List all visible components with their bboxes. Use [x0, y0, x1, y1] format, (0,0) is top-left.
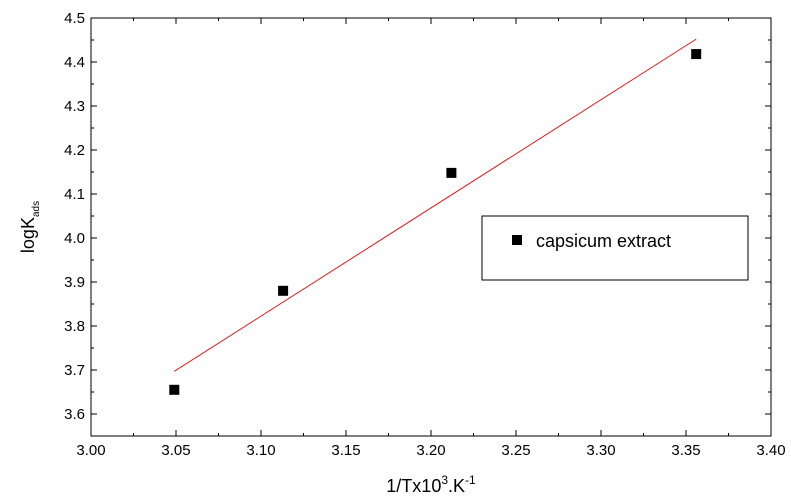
x-tick-label: 3.25 [501, 442, 530, 459]
y-tick-label: 4.4 [64, 54, 85, 71]
x-axis-title: 1/Tx103.K-1 [386, 473, 476, 496]
x-axis-ticks: 3.00 3.05 3.10 3.15 3.20 3.25 3.30 3.35 3.40 [76, 18, 786, 459]
y-axis-ticks: 3.6 3.7 3.8 3.9 4.0 4.1 4.2 4.3 4.4 4.5 [64, 10, 771, 437]
legend-label: capsicum extract [536, 231, 671, 251]
plot-frame [90, 17, 772, 437]
data-point [691, 49, 702, 60]
data-points [169, 49, 702, 395]
y-tick-label: 4.2 [64, 142, 85, 159]
legend: capsicum extract [481, 215, 749, 281]
y-tick-label: 4.1 [64, 186, 85, 203]
x-tick-label: 3.10 [246, 442, 275, 459]
x-tick-label: 3.05 [161, 442, 190, 459]
x-tick-label: 3.30 [586, 442, 615, 459]
y-tick-label: 4.5 [64, 10, 85, 27]
data-point [446, 167, 457, 178]
x-tick-label: 3.15 [331, 442, 360, 459]
fit-line-group [174, 38, 697, 372]
x-tick-label: 3.40 [756, 442, 785, 459]
y-tick-label: 3.7 [64, 362, 85, 379]
y-tick-label: 3.9 [64, 274, 85, 291]
y-tick-label: 4.0 [64, 230, 85, 247]
y-tick-label: 3.6 [64, 406, 85, 423]
x-tick-label: 3.20 [416, 442, 445, 459]
y-tick-label: 4.3 [64, 98, 85, 115]
legend-box [481, 215, 749, 281]
x-tick-label: 3.00 [76, 442, 105, 459]
y-tick-label: 3.8 [64, 318, 85, 335]
data-point [278, 285, 289, 296]
y-axis-title: logKads [18, 201, 42, 253]
data-point [169, 384, 180, 395]
fit-line [174, 38, 697, 372]
legend-marker [512, 235, 522, 245]
x-tick-label: 3.35 [671, 442, 700, 459]
